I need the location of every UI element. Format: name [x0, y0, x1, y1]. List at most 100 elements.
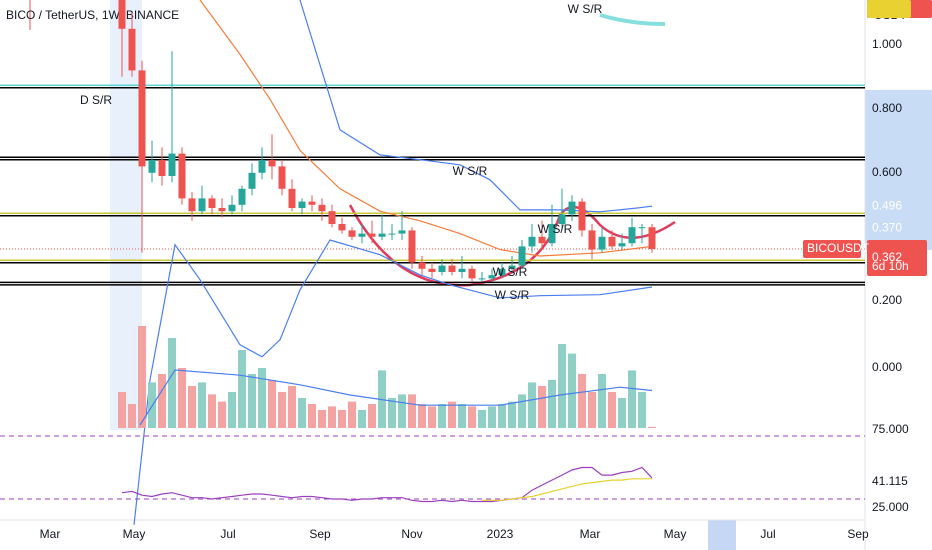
candle-body	[268, 160, 276, 167]
volume-bar	[118, 392, 126, 428]
symbol-bg	[803, 239, 861, 258]
volume-ma	[139, 369, 653, 426]
candle-body	[418, 262, 426, 269]
volume-ma-label: 31.286M	[872, 379, 919, 393]
x-tick-label: Sep	[309, 527, 331, 541]
y-tick-label: 0.800	[872, 101, 902, 115]
annotation: W S/R	[568, 2, 603, 16]
candle-body	[538, 236, 546, 244]
candle-body	[388, 233, 396, 235]
volume-bar	[328, 406, 336, 428]
candle-body	[408, 230, 416, 263]
x-tick-label: 2023	[487, 527, 514, 541]
rsi-line	[121, 466, 653, 503]
annotation: W S/R	[495, 288, 530, 302]
x-tick-label: Jul	[220, 527, 235, 541]
y-tick-label: 0.600	[872, 165, 902, 179]
candle-body	[588, 230, 596, 250]
volume-bar	[298, 398, 306, 428]
candle-body	[358, 233, 366, 237]
candle-body	[118, 0, 126, 29]
axis-range-shade	[865, 90, 932, 250]
indicator-line	[199, 0, 653, 257]
volume-bar	[168, 338, 176, 428]
volume-bar	[358, 410, 366, 428]
candle-body	[318, 204, 326, 212]
candle-body	[468, 268, 476, 279]
candle-body	[248, 172, 256, 189]
candle-body	[298, 201, 306, 208]
candle-body	[198, 198, 206, 212]
candle-body	[518, 246, 526, 266]
volume-bar	[518, 394, 526, 428]
annotation: D S/R	[80, 93, 112, 107]
volume-bar	[418, 404, 426, 428]
candle-body	[348, 230, 356, 237]
volume-bar	[428, 406, 436, 428]
candle-body	[508, 265, 516, 269]
rsi-tick-label: 75.000	[872, 422, 909, 436]
candle-body	[278, 166, 286, 189]
volume-bar	[468, 406, 476, 428]
volume-bar	[278, 392, 286, 428]
candle-body	[598, 236, 606, 250]
candle-body	[638, 227, 646, 229]
price-label-bg	[867, 239, 927, 276]
rsi-line	[482, 478, 653, 501]
volume-bar	[628, 370, 636, 428]
upper-band-label: 0.496	[872, 198, 902, 212]
annotation: W S/R	[538, 222, 573, 236]
volume-bar	[598, 374, 606, 428]
clipped-tick: 0.000	[872, 360, 902, 374]
rsi-tick-label: 25.000	[872, 500, 909, 514]
volume-bar	[538, 386, 546, 428]
rsi-label-bg	[867, 0, 911, 18]
candle-body	[618, 243, 626, 247]
candle-body	[128, 28, 136, 71]
candle-body	[168, 153, 176, 176]
candle-body	[558, 214, 566, 224]
volume-bar	[248, 374, 256, 428]
volume-bar	[608, 392, 616, 428]
volume-bar	[288, 386, 296, 428]
candle-body	[178, 153, 186, 199]
chart-title: BICO / TetherUS, 1W, BINANCE	[6, 8, 179, 22]
candle-body	[188, 198, 196, 212]
candle-body	[328, 211, 336, 224]
volume-bar	[128, 404, 136, 428]
volume-bar	[458, 404, 466, 428]
candle-body	[368, 233, 376, 237]
volume-bar	[548, 380, 556, 428]
candle-body	[608, 236, 616, 247]
volume-bar	[588, 392, 596, 428]
candle-body	[648, 227, 656, 249]
volume-bar	[238, 350, 246, 428]
volume-bar	[218, 401, 226, 428]
candle-body	[628, 227, 636, 244]
volume-bar	[268, 380, 276, 428]
volume-bar	[318, 410, 326, 428]
date-range-shade	[708, 520, 736, 550]
x-tick-label: Nov	[401, 527, 422, 541]
x-tick-label: May	[123, 527, 146, 541]
x-tick-label: Mar	[40, 527, 61, 541]
volume-bar	[228, 392, 236, 428]
candle-body	[338, 224, 346, 231]
volume-bar	[178, 368, 186, 428]
price-label: 0.362	[872, 250, 902, 264]
y-tick-label: 1.000	[872, 37, 902, 51]
annotation: W S/R	[493, 265, 528, 279]
x-tick-label: Mar	[580, 527, 601, 541]
candle-body	[498, 268, 506, 276]
candle-body	[308, 201, 316, 205]
candle-body	[288, 188, 296, 208]
rsi-label: 41.115	[872, 474, 908, 488]
basis-label: 0.370	[872, 221, 902, 235]
volume-bar	[338, 410, 346, 428]
candle-body	[568, 201, 576, 215]
annotation: W S/R	[453, 164, 488, 178]
volume-bar	[388, 398, 396, 428]
volume-bar	[558, 344, 566, 428]
x-tick-label: May	[664, 527, 687, 541]
